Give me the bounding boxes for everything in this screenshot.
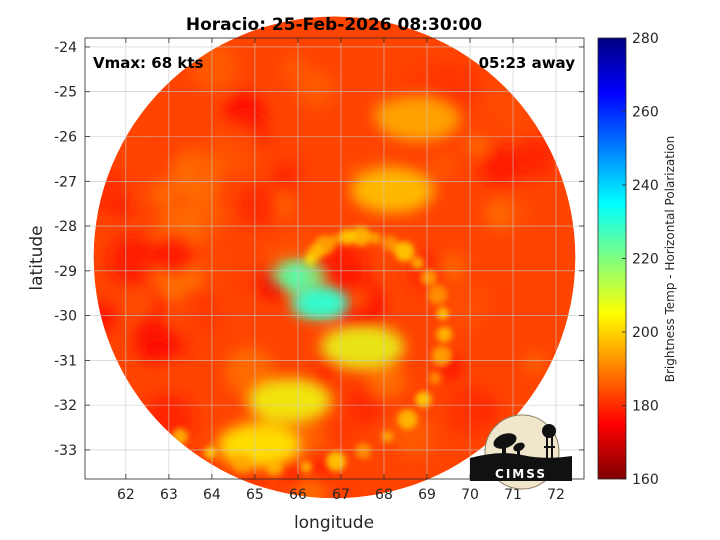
colorbar-tick-label: 200 [632, 325, 659, 341]
x-axis-label: longitude [294, 513, 374, 533]
swath-feature-band [376, 95, 461, 142]
y-tick-label: -31 [54, 353, 77, 369]
x-tick-label: 62 [117, 487, 135, 503]
swath-feature-band [217, 422, 302, 469]
swath-feature-band [350, 167, 435, 213]
plot-title: Horacio: 25-Feb-2026 08:30:00 [186, 15, 482, 35]
rainband-spiral [171, 226, 453, 476]
x-tick-label: 68 [375, 487, 393, 503]
x-tick-label: 70 [461, 487, 479, 503]
x-axis: 62 63 64 65 66 67 68 69 70 71 72 [117, 38, 565, 503]
y-tick-label: -29 [54, 264, 77, 280]
warm-core-highlight [297, 289, 346, 316]
y-axis-label: latitude [27, 225, 47, 290]
y-tick-label: -27 [54, 174, 77, 190]
x-tick-label: 67 [332, 487, 350, 503]
brightness-temp-swath [93, 16, 576, 499]
y-axis: -24 -25 -26 -27 -28 -29 -30 -31 -32 -33 [54, 40, 584, 459]
colorbar-label: Brightness Temp - Horizontal Polarizatio… [663, 136, 677, 383]
colorbar-tick-label: 280 [632, 31, 659, 47]
x-tick-label: 63 [160, 487, 178, 503]
axes-frame [84, 37, 585, 480]
colorbar-ticks: 160 180 200 220 240 260 280 [622, 31, 659, 488]
x-tick-label: 64 [203, 487, 221, 503]
y-tick-label: -33 [54, 443, 77, 459]
y-tick-label: -25 [54, 85, 77, 101]
swath-feature-band [320, 324, 405, 370]
y-tick-label: -24 [54, 40, 77, 56]
y-tick-label: -32 [54, 398, 77, 414]
x-tick-label: 72 [547, 487, 565, 503]
x-tick-label: 69 [418, 487, 436, 503]
eta-annotation: 05:23 away [479, 54, 576, 72]
y-tick-label: -30 [54, 309, 77, 325]
y-tick-label: -26 [54, 129, 77, 145]
y-tick-label: -28 [54, 219, 77, 235]
colorbar-tick-label: 220 [632, 252, 659, 268]
cimss-logo: CIMSS [470, 414, 572, 490]
x-tick-label: 71 [504, 487, 522, 503]
colorbar-tick-label: 160 [632, 472, 659, 488]
x-tick-label: 65 [246, 487, 264, 503]
swath-feature-band [247, 377, 332, 424]
colorbar-tick-label: 260 [632, 105, 659, 121]
logo-text: CIMSS [495, 467, 547, 481]
colorbar-tick-label: 240 [632, 178, 659, 194]
x-tick-label: 66 [289, 487, 307, 503]
colorbar-tick-label: 180 [632, 399, 659, 415]
vmax-annotation: Vmax: 68 kts [93, 54, 203, 72]
colorbar [597, 37, 627, 480]
